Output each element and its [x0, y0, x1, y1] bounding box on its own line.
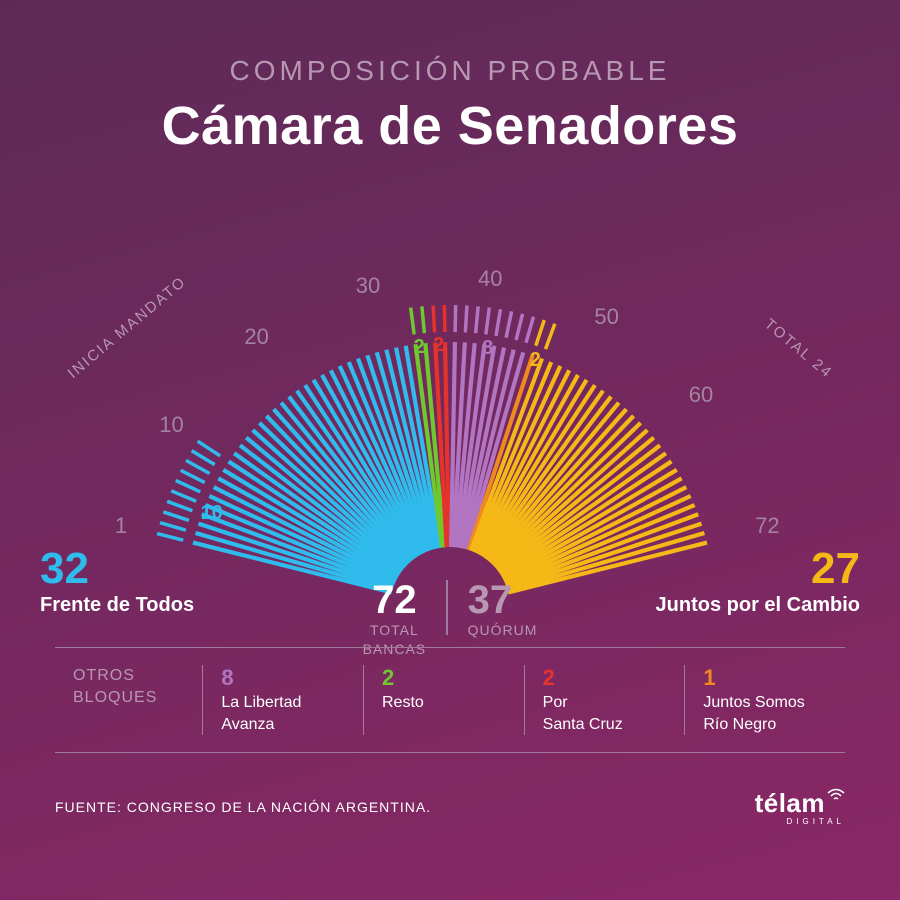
total-number: 72	[363, 580, 427, 620]
infographic-page: COMPOSICIÓN PROBABLE Cámara de Senadores…	[0, 0, 900, 900]
header: COMPOSICIÓN PROBABLE Cámara de Senadores	[55, 55, 845, 157]
center-labels: 72 TOTAL BANCAS 37 QUÓRUM	[55, 580, 845, 657]
table-line-top	[55, 647, 845, 648]
otros-heading-l1: OTROS	[73, 665, 184, 687]
quorum: 37 QUÓRUM	[468, 580, 538, 657]
bloc-name-l1: La Libertad	[221, 693, 345, 713]
scale-label: 30	[356, 273, 380, 299]
bloc-name-l2: Río Negro	[703, 715, 827, 735]
minor-party-count: 2	[530, 349, 541, 372]
table-line-bottom	[55, 752, 845, 753]
scale-label: 50	[594, 304, 618, 330]
bloc-name-l2: Avanza	[221, 715, 345, 735]
scale-label: 10	[159, 412, 183, 438]
total-bancas: 72 TOTAL BANCAS	[363, 580, 427, 657]
bloc-name-l1: Resto	[382, 693, 506, 713]
bloc-name-l2: Santa Cruz	[543, 715, 667, 735]
bloc-2: 2 Por Santa Cruz	[525, 665, 685, 735]
source-text: FUENTE: CONGRESO DE LA NACIÓN ARGENTINA.	[55, 799, 431, 815]
title: Cámara de Senadores	[55, 95, 845, 157]
scale-label: 72	[755, 513, 779, 539]
otros-bloques-heading: OTROS BLOQUES	[55, 665, 202, 735]
minor-party-count: 8	[482, 337, 493, 360]
total-label-1: TOTAL	[363, 623, 427, 638]
otros-bloques-table: OTROS BLOQUES 8 La Libertad Avanza 2 Res…	[55, 647, 845, 753]
scale-label: 20	[244, 324, 268, 350]
wifi-icon	[827, 788, 845, 805]
bloc-3: 1 Juntos Somos Río Negro	[685, 665, 845, 735]
fan-chart: INICIA MANDATO TOTAL 24 32 Frente de Tod…	[55, 177, 845, 647]
scale-label: 60	[689, 382, 713, 408]
scale-label: 1	[115, 513, 127, 539]
scale-label: 40	[478, 266, 502, 292]
logo-text: télam	[755, 788, 825, 819]
bloc-name-l1: Juntos Somos	[703, 693, 827, 713]
subtitle: COMPOSICIÓN PROBABLE	[55, 55, 845, 87]
center-divider	[446, 580, 448, 635]
footer: FUENTE: CONGRESO DE LA NACIÓN ARGENTINA.…	[55, 788, 845, 826]
bloc-number: 8	[221, 665, 345, 691]
quorum-number: 37	[468, 580, 538, 620]
bloc-0: 8 La Libertad Avanza	[203, 665, 363, 735]
bloc-1: 2 Resto	[364, 665, 524, 735]
mandate-number: 10	[201, 502, 223, 525]
bloc-name-l1: Por	[543, 693, 667, 713]
quorum-label: QUÓRUM	[468, 623, 538, 638]
minor-party-count: 2	[433, 334, 444, 357]
minor-party-count: 2	[414, 336, 425, 359]
bloc-number: 2	[543, 665, 667, 691]
bloc-number: 2	[382, 665, 506, 691]
logo: télam DIGITAL	[755, 788, 845, 826]
bloc-number: 1	[703, 665, 827, 691]
otros-heading-l2: BLOQUES	[73, 687, 184, 709]
